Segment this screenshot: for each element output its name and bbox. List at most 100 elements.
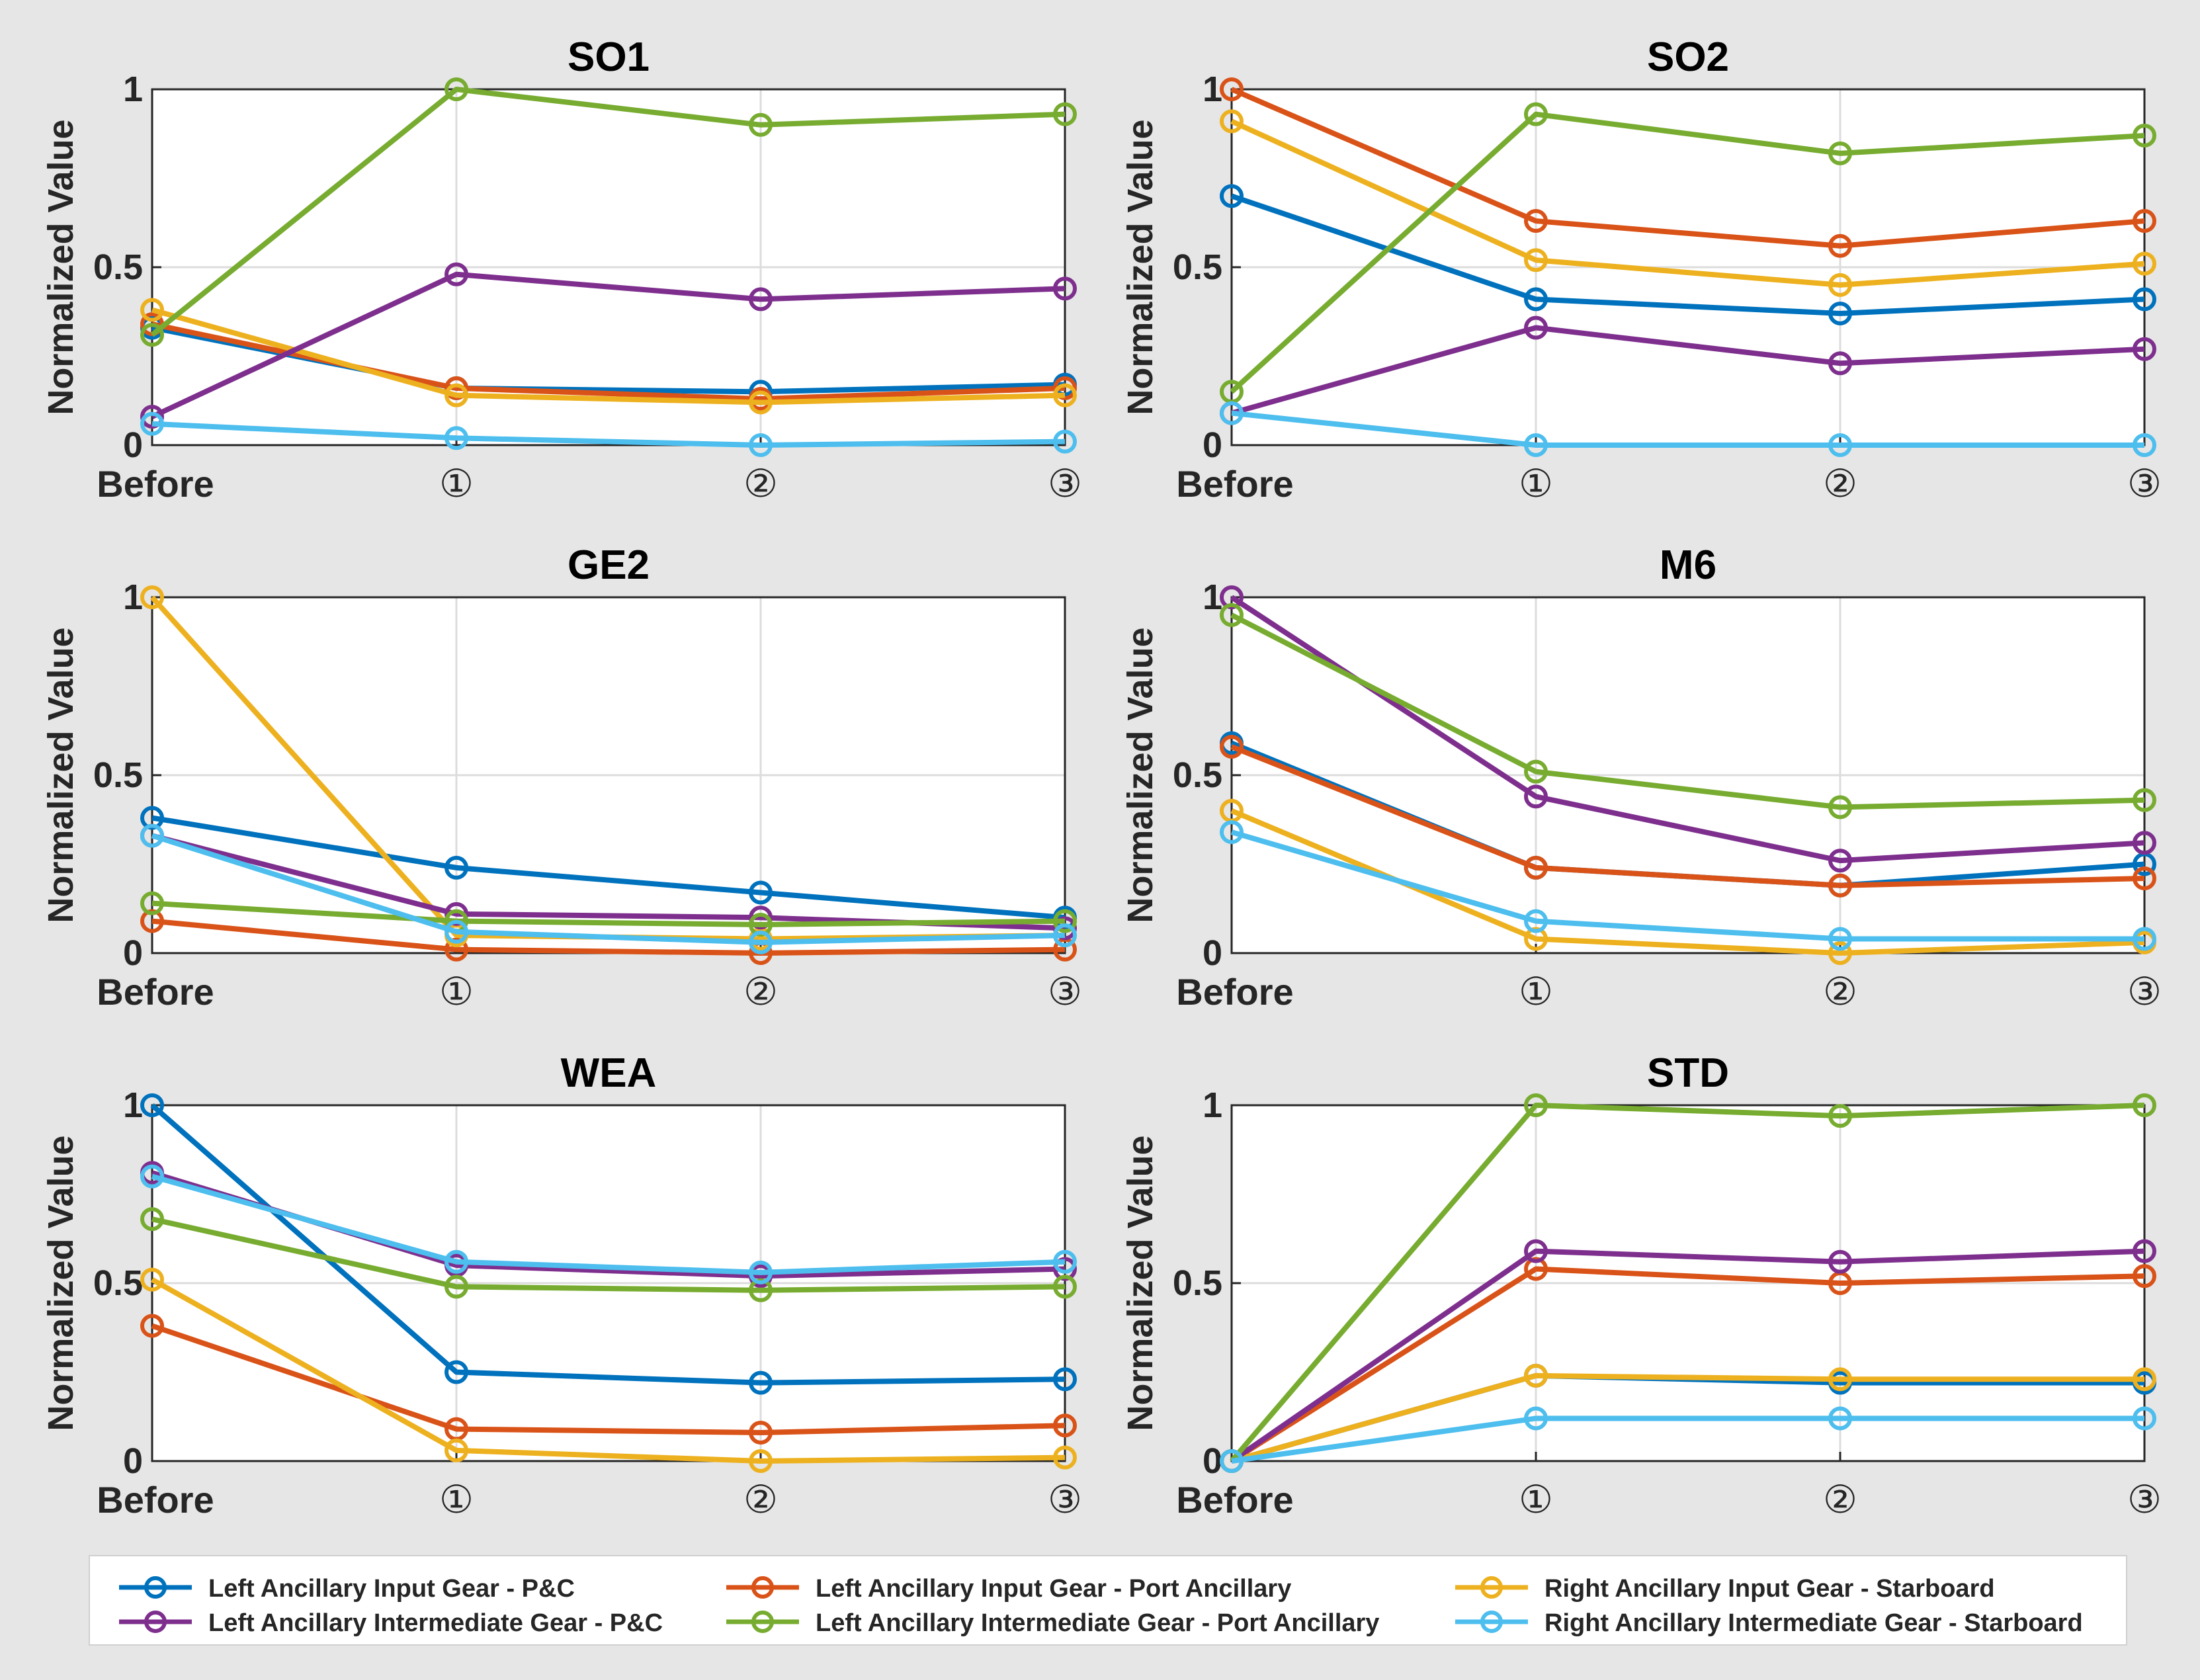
series-left-ancillary-input-gear-p-c-point: [444, 855, 468, 880]
series-left-ancillary-intermediate-gear-port-ancillary-point: [1053, 1275, 1077, 1299]
series-right-ancillary-intermediate-gear-starboard-point: [749, 1260, 773, 1284]
legend-entry-label: Left Ancillary Input Gear - P&C: [208, 1575, 575, 1603]
series-left-ancillary-input-gear-port-ancillary-point: [1524, 1257, 1548, 1281]
legend-swatch-marker: [751, 1576, 774, 1599]
x-tick-label: Before: [1176, 1479, 1293, 1521]
x-tick-label: ①: [439, 970, 474, 1013]
y-tick-label: 0.5: [1173, 247, 1222, 287]
series-left-ancillary-input-gear-port-ancillary-point: [1828, 233, 1852, 258]
series-right-ancillary-input-gear-starboard-point: [2133, 251, 2156, 276]
series-right-ancillary-input-gear-starboard-line: [151, 1277, 1066, 1464]
series-right-ancillary-intermediate-gear-starboard-point: [1524, 909, 1548, 933]
series-right-ancillary-input-gear-starboard-point: [444, 383, 468, 407]
series-left-ancillary-intermediate-gear-p-c-point: [1828, 849, 1852, 873]
series-right-ancillary-input-gear-starboard-point: [1828, 1367, 1852, 1392]
series-left-ancillary-intermediate-gear-port-ancillary-point: [1053, 102, 1077, 126]
series-left-ancillary-input-gear-port-ancillary-point: [1524, 209, 1548, 233]
series-right-ancillary-intermediate-gear-starboard-line: [151, 1173, 1066, 1275]
series-right-ancillary-intermediate-gear-starboard-point: [1220, 1449, 1244, 1473]
x-tick-label: ①: [1519, 970, 1553, 1013]
series-left-ancillary-intermediate-gear-p-c-point: [1053, 276, 1077, 301]
y-tick-label: 0: [123, 1441, 143, 1481]
x-tick-label: ②: [743, 970, 778, 1013]
series-left-ancillary-intermediate-gear-p-c-point: [1220, 585, 1244, 609]
series-left-ancillary-intermediate-gear-p-c-point: [2133, 337, 2156, 361]
x-tick-label: Before: [97, 1479, 214, 1521]
series-left-ancillary-intermediate-gear-port-ancillary-point: [749, 112, 773, 137]
chart-panel-ge2: 0 0.5 1 Before ① ② ③ GE2 Normalized Value: [41, 542, 1082, 1013]
series-left-ancillary-input-gear-p-c-point: [1524, 287, 1548, 312]
y-tick-label: 0.5: [1173, 755, 1222, 795]
series-left-ancillary-input-gear-port-ancillary-point: [2133, 1264, 2156, 1288]
legend-swatch-marker: [144, 1576, 167, 1599]
series-left-ancillary-intermediate-gear-p-c-point: [1828, 351, 1852, 376]
series-right-ancillary-intermediate-gear-starboard-point: [444, 426, 468, 450]
series-left-ancillary-intermediate-gear-port-ancillary-line: [150, 87, 1066, 337]
series-left-ancillary-intermediate-gear-port-ancillary-point: [749, 1278, 773, 1302]
y-tick-label: 1: [123, 1085, 143, 1125]
series-left-ancillary-input-gear-port-ancillary-point: [1220, 734, 1244, 759]
x-tick-label: Before: [97, 463, 214, 505]
x-tick-label: ③: [2127, 462, 2162, 505]
series-right-ancillary-intermediate-gear-starboard-point: [749, 433, 773, 457]
series-left-ancillary-input-gear-p-c-point: [1053, 1367, 1077, 1392]
chart-panel-so2: 0 0.5 1 Before ① ② ③ SO2 Normalized Value: [1121, 34, 2162, 505]
series-left-ancillary-intermediate-gear-port-ancillary-point: [2133, 123, 2156, 147]
legend-entry-label: Left Ancillary Intermediate Gear - P&C: [208, 1609, 663, 1637]
series-left-ancillary-intermediate-gear-p-c-point: [1524, 784, 1548, 809]
y-axis-label: Normalized Value: [41, 1135, 81, 1431]
series-left-ancillary-intermediate-gear-port-ancillary-point: [1828, 795, 1852, 819]
series-right-ancillary-intermediate-gear-starboard-point: [2133, 1406, 2156, 1431]
series-left-ancillary-intermediate-gear-p-c-line: [1230, 1248, 2145, 1464]
series-left-ancillary-input-gear-p-c-point: [1220, 184, 1244, 208]
series-left-ancillary-input-gear-p-c-line: [150, 1103, 1066, 1386]
series-right-ancillary-input-gear-starboard-point: [140, 1267, 164, 1292]
series-right-ancillary-input-gear-starboard-point: [749, 1449, 773, 1473]
series-right-ancillary-input-gear-starboard-point: [749, 390, 773, 415]
chart-title: SO2: [1647, 34, 1729, 80]
chart-title: SO1: [568, 34, 650, 80]
series-right-ancillary-input-gear-starboard-line: [151, 307, 1066, 405]
x-tick-label: ②: [743, 1478, 778, 1521]
series-left-ancillary-input-gear-p-c-point: [1828, 301, 1852, 325]
series-left-ancillary-input-gear-port-ancillary-point: [444, 376, 468, 400]
series-left-ancillary-intermediate-gear-port-ancillary-line: [151, 1216, 1066, 1293]
series-right-ancillary-intermediate-gear-starboard-point: [1828, 433, 1852, 457]
series-left-ancillary-intermediate-gear-port-ancillary-point: [140, 1207, 164, 1232]
legend-swatch-marker: [144, 1611, 167, 1633]
series-right-ancillary-intermediate-gear-starboard-point: [140, 411, 164, 436]
x-tick-label: ①: [439, 1478, 474, 1521]
series-left-ancillary-intermediate-gear-port-ancillary-point: [140, 323, 164, 347]
series-right-ancillary-intermediate-gear-starboard-point: [1220, 401, 1244, 425]
series-left-ancillary-input-gear-p-c-point: [140, 806, 164, 830]
series-right-ancillary-intermediate-gear-starboard-point: [140, 823, 164, 848]
series-right-ancillary-intermediate-gear-starboard-point: [1220, 820, 1244, 845]
y-tick-label: 0.5: [1173, 1263, 1222, 1303]
y-tick-label: 1: [123, 577, 143, 617]
y-tick-label: 0: [123, 933, 143, 973]
y-axis-label: Normalized Value: [1121, 119, 1160, 415]
series-right-ancillary-intermediate-gear-starboard-point: [1828, 1406, 1852, 1431]
series-right-ancillary-intermediate-gear-starboard-point: [1053, 923, 1077, 948]
series-left-ancillary-input-gear-port-ancillary-point: [2133, 209, 2156, 233]
series-left-ancillary-input-gear-port-ancillary-point: [140, 1314, 164, 1338]
x-tick-label: Before: [1176, 463, 1293, 505]
series-left-ancillary-input-gear-port-ancillary-point: [2133, 866, 2156, 891]
series-left-ancillary-intermediate-gear-p-c-point: [140, 404, 164, 429]
chart-title: WEA: [561, 1050, 657, 1096]
y-tick-label: 0: [1203, 933, 1222, 973]
y-axis-label: Normalized Value: [1121, 627, 1160, 923]
series-right-ancillary-input-gear-starboard-point: [140, 585, 164, 609]
series-left-ancillary-input-gear-port-ancillary-point: [749, 1420, 773, 1445]
x-tick-label: Before: [1176, 971, 1293, 1013]
series-left-ancillary-intermediate-gear-p-c-point: [1524, 1239, 1548, 1263]
series-left-ancillary-intermediate-gear-port-ancillary-point: [1828, 141, 1852, 165]
series-left-ancillary-input-gear-port-ancillary-line: [151, 918, 1066, 956]
series-left-ancillary-intermediate-gear-p-c-point: [749, 905, 773, 930]
series-right-ancillary-intermediate-gear-starboard-point: [2133, 927, 2156, 951]
series-right-ancillary-input-gear-starboard-point: [1828, 273, 1852, 297]
series-right-ancillary-intermediate-gear-starboard-point: [140, 1164, 164, 1189]
series-left-ancillary-input-gear-port-ancillary-point: [1524, 855, 1548, 880]
chart-panel-wea: 0 0.5 1 Before ① ② ③ WEA Normalized Value: [41, 1050, 1082, 1521]
chart-title: M6: [1660, 542, 1716, 588]
